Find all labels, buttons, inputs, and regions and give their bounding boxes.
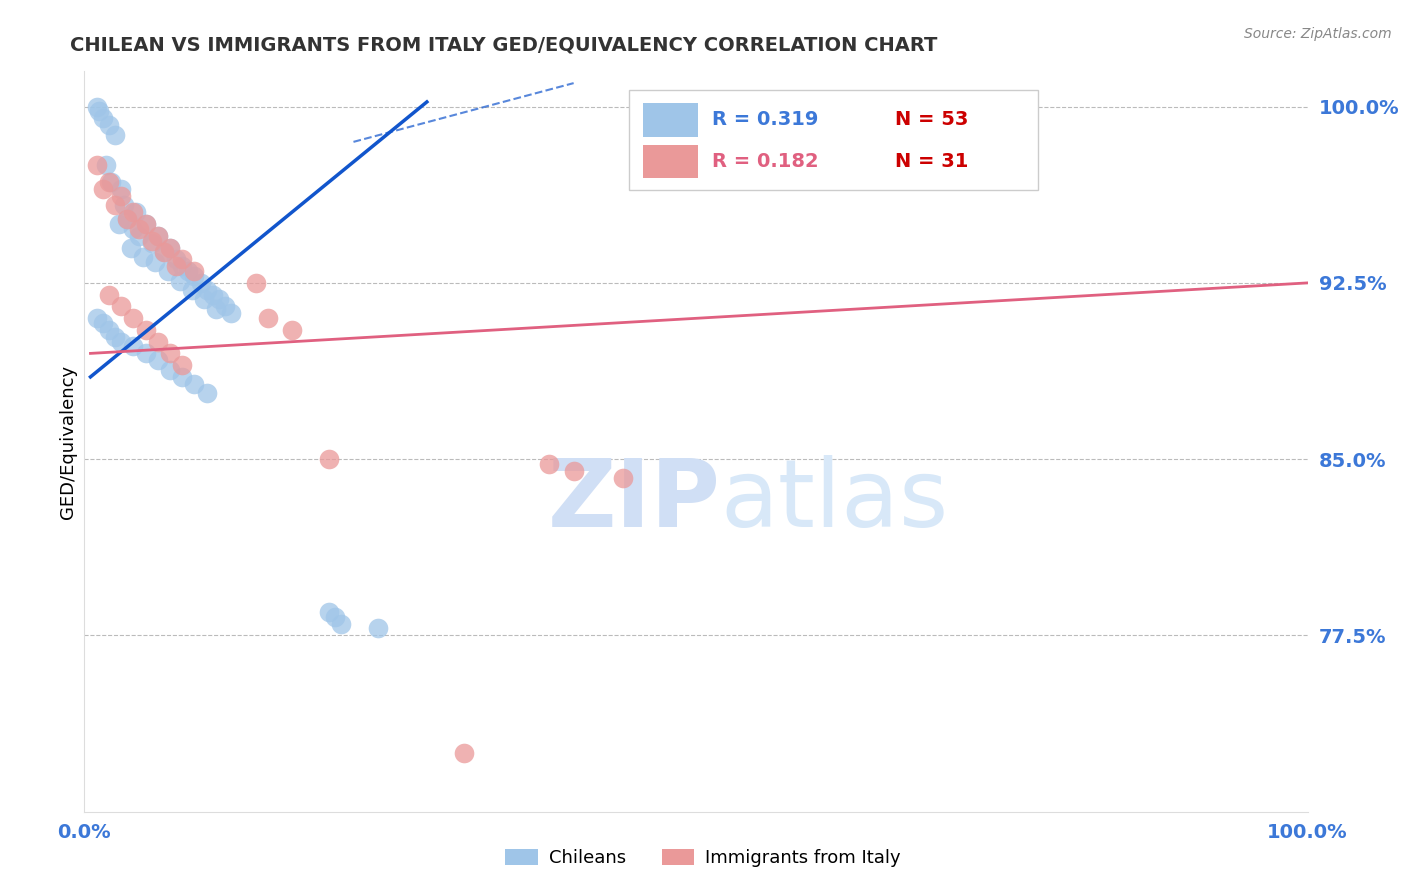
Point xyxy=(97,119,120,133)
Point xyxy=(122,205,145,219)
Point xyxy=(132,250,155,264)
Point xyxy=(159,363,181,377)
Point xyxy=(169,274,191,288)
Point xyxy=(146,334,169,349)
Point xyxy=(143,254,166,268)
Point xyxy=(141,235,163,250)
Point xyxy=(146,228,169,243)
Point xyxy=(257,311,280,326)
Point xyxy=(245,276,267,290)
Point xyxy=(156,264,179,278)
Point xyxy=(135,217,157,231)
Point xyxy=(135,346,157,360)
Text: atlas: atlas xyxy=(720,455,949,547)
Point xyxy=(538,457,561,471)
Point xyxy=(104,330,127,344)
Point xyxy=(190,276,212,290)
Point xyxy=(104,198,127,212)
Point xyxy=(172,260,194,274)
Point xyxy=(128,222,150,236)
Point xyxy=(177,264,200,278)
Point xyxy=(330,616,353,631)
Point xyxy=(281,323,304,337)
Text: CHILEAN VS IMMIGRANTS FROM ITALY GED/EQUIVALENCY CORRELATION CHART: CHILEAN VS IMMIGRANTS FROM ITALY GED/EQU… xyxy=(70,36,938,54)
Point xyxy=(172,252,194,267)
Point xyxy=(86,100,108,114)
Text: R = 0.319: R = 0.319 xyxy=(711,111,818,129)
FancyBboxPatch shape xyxy=(628,90,1039,190)
Point xyxy=(135,323,157,337)
Point xyxy=(87,104,110,119)
Point xyxy=(128,228,150,243)
Point xyxy=(97,323,120,337)
Point xyxy=(146,353,169,368)
Point xyxy=(96,158,118,172)
Point xyxy=(112,198,135,212)
Point xyxy=(205,301,228,316)
Point xyxy=(165,252,187,267)
Point xyxy=(195,283,218,297)
Point xyxy=(146,228,169,243)
Point xyxy=(97,287,120,301)
Point xyxy=(91,316,114,330)
Text: R = 0.182: R = 0.182 xyxy=(711,153,818,171)
Text: Source: ZipAtlas.com: Source: ZipAtlas.com xyxy=(1244,27,1392,41)
Point xyxy=(181,283,204,297)
Point xyxy=(612,471,634,485)
FancyBboxPatch shape xyxy=(644,103,699,136)
Point xyxy=(86,311,108,326)
Point xyxy=(153,245,176,260)
Point xyxy=(141,234,163,248)
Point xyxy=(115,212,138,227)
Point xyxy=(562,464,585,478)
Point xyxy=(122,339,145,353)
Point xyxy=(110,189,132,203)
Point xyxy=(120,241,142,255)
Point xyxy=(318,452,340,467)
Point xyxy=(159,241,181,255)
Point xyxy=(86,158,108,172)
Point xyxy=(107,217,129,231)
Point xyxy=(97,175,120,189)
Text: ZIP: ZIP xyxy=(547,455,720,547)
Point xyxy=(110,334,132,349)
Point xyxy=(219,306,242,320)
Point xyxy=(100,175,122,189)
Text: N = 31: N = 31 xyxy=(896,153,969,171)
Point xyxy=(183,264,205,278)
Point xyxy=(201,287,224,301)
Point xyxy=(91,182,114,196)
Point xyxy=(172,358,194,372)
Point xyxy=(110,299,132,313)
Point xyxy=(208,293,231,307)
FancyBboxPatch shape xyxy=(644,145,699,178)
Point xyxy=(135,217,157,231)
Point xyxy=(110,182,132,196)
Point xyxy=(323,609,346,624)
Point xyxy=(193,293,215,307)
Point xyxy=(214,299,236,313)
Point xyxy=(318,605,340,619)
Point xyxy=(104,128,127,142)
Point xyxy=(125,205,148,219)
Text: N = 53: N = 53 xyxy=(896,111,969,129)
Point xyxy=(153,245,176,260)
Point xyxy=(172,370,194,384)
Legend: Chileans, Immigrants from Italy: Chileans, Immigrants from Italy xyxy=(498,841,908,874)
Point xyxy=(122,222,145,236)
Point xyxy=(183,376,205,391)
Point xyxy=(159,241,181,255)
Point xyxy=(195,386,218,401)
Point xyxy=(159,346,181,360)
Point xyxy=(122,311,145,326)
Y-axis label: GED/Equivalency: GED/Equivalency xyxy=(59,365,77,518)
Point xyxy=(115,212,138,227)
Point xyxy=(91,112,114,126)
Point xyxy=(453,746,475,760)
Point xyxy=(165,260,187,274)
Point xyxy=(183,268,205,283)
Point xyxy=(367,621,389,635)
